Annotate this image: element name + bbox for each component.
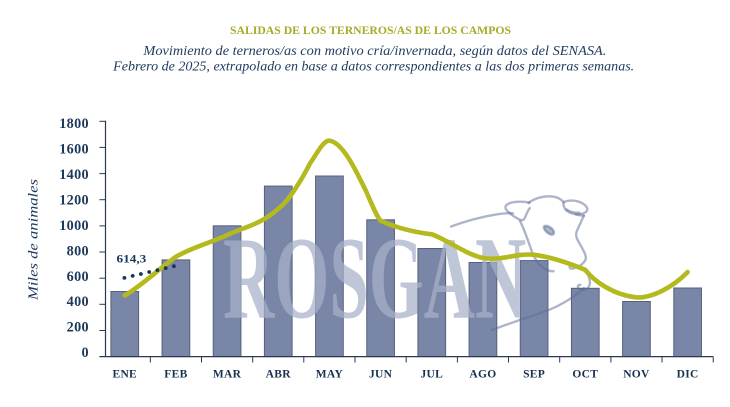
svg-text:614,3: 614,3	[117, 253, 147, 265]
svg-text:OCT: OCT	[572, 369, 598, 381]
svg-text:MAY: MAY	[316, 369, 344, 381]
svg-text:AGO: AGO	[469, 369, 496, 381]
svg-text:1200: 1200	[59, 193, 89, 209]
svg-text:ROSGAN: ROSGAN	[223, 213, 526, 344]
svg-text:800: 800	[67, 243, 89, 259]
svg-text:MAR: MAR	[213, 369, 242, 381]
svg-text:Miles de animales: Miles de animales	[27, 178, 42, 301]
svg-text:JUL: JUL	[420, 369, 443, 381]
svg-text:200: 200	[67, 320, 89, 336]
svg-text:1400: 1400	[59, 167, 89, 183]
svg-text:Movimiento de terneros/as con: Movimiento de terneros/as con motivo crí…	[142, 44, 606, 59]
svg-text:FEB: FEB	[164, 369, 187, 381]
svg-text:1800: 1800	[59, 116, 89, 132]
svg-text:0: 0	[82, 345, 89, 361]
svg-text:400: 400	[67, 294, 89, 310]
svg-text:Febrero de 2025, extrapolado e: Febrero de 2025, extrapolado en base a d…	[112, 59, 634, 74]
svg-text:600: 600	[67, 269, 89, 285]
svg-text:SEP: SEP	[523, 369, 545, 381]
svg-text:1600: 1600	[59, 142, 89, 158]
svg-text:DIC: DIC	[677, 369, 699, 381]
svg-text:ABR: ABR	[266, 369, 292, 381]
svg-text:1000: 1000	[59, 218, 89, 234]
svg-text:NOV: NOV	[623, 369, 650, 381]
svg-text:SALIDAS DE LOS TERNEROS/AS DE: SALIDAS DE LOS TERNEROS/AS DE LOS CAMPOS	[230, 25, 511, 37]
svg-text:JUN: JUN	[369, 369, 393, 381]
svg-text:ENE: ENE	[112, 369, 137, 381]
